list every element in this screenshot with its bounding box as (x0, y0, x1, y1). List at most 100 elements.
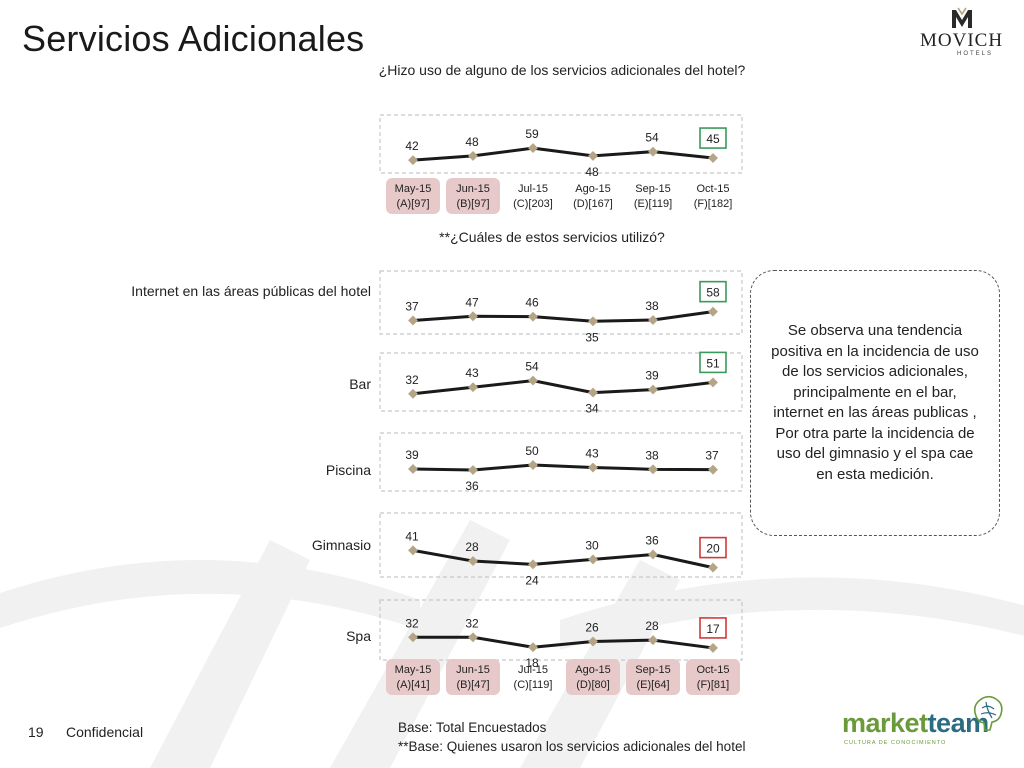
data-point-internet-3 (588, 316, 598, 327)
category-highlight-spa-3 (566, 659, 620, 695)
marketteam-tagline: CULTURA DE CONOCIMIENTO (844, 740, 947, 746)
data-label-piscina-0: 39 (405, 448, 419, 462)
data-point-piscina-0 (408, 464, 418, 474)
data-label-uso-2: 59 (525, 127, 539, 141)
x-tick-label-uso-4: Sep-15 (635, 183, 670, 195)
base-label-spa-3: (D)[80] (576, 679, 610, 691)
base-label-uso-1: (B)[97] (456, 198, 489, 210)
data-point-gimnasio-1 (468, 556, 478, 566)
data-label-spa-0: 32 (405, 616, 419, 630)
chart-panel-uso (379, 114, 743, 174)
data-point-bar-3 (588, 387, 598, 398)
series-line-piscina (412, 463, 714, 472)
data-point-internet-0 (408, 315, 418, 326)
data-label-internet-4: 38 (645, 299, 659, 313)
data-label-internet-5: 58 (706, 286, 720, 300)
base-label-uso-5: (F)[182] (694, 198, 733, 210)
base-label-uso-4: (E)[119] (634, 198, 672, 210)
data-point-spa-1 (468, 632, 478, 643)
data-point-uso-0 (408, 155, 418, 166)
data-point-gimnasio-3 (588, 554, 598, 565)
x-tick-label-spa-1: Jun-15 (456, 664, 490, 676)
data-label-spa-2: 18 (525, 656, 539, 670)
highlight-box-internet (699, 280, 727, 303)
highlight-box-spa (699, 617, 727, 639)
data-point-bar-4 (648, 384, 658, 395)
page-number: 19 (28, 724, 44, 740)
data-label-uso-1: 48 (465, 135, 479, 149)
x-tick-label-spa-4: Sep-15 (635, 664, 670, 676)
category-highlight-spa-0 (386, 659, 440, 695)
x-tick-label-spa-5: Oct-15 (696, 664, 729, 676)
x-tick-label-uso-3: Ago-15 (575, 183, 610, 195)
highlight-box-gimnasio (699, 536, 727, 559)
data-point-spa-4 (648, 635, 658, 646)
data-point-piscina-4 (648, 464, 658, 475)
row-label-piscina: Piscina (325, 462, 371, 478)
chart-panel-spa (379, 599, 743, 661)
data-point-bar-0 (408, 388, 418, 399)
x-tick-label-uso-0: May-15 (395, 183, 432, 195)
category-highlight-spa-1 (446, 659, 500, 695)
data-point-piscina-2 (528, 460, 538, 470)
data-label-piscina-5: 37 (705, 449, 719, 463)
data-point-piscina-3 (588, 462, 598, 473)
data-point-spa-0 (408, 632, 418, 643)
marketteam-wordmark: marketteam (842, 708, 989, 738)
chart-panel-internet (379, 270, 743, 335)
data-label-bar-1: 43 (465, 366, 479, 380)
data-point-gimnasio-2 (528, 559, 538, 570)
logo-subtext: HOTELS (957, 51, 994, 57)
data-label-bar-3: 34 (585, 402, 599, 416)
series-line-bar (412, 379, 714, 396)
data-label-piscina-1: 36 (465, 479, 479, 493)
data-label-uso-4: 54 (645, 131, 659, 145)
data-point-internet-4 (648, 315, 658, 325)
base-label-uso-0: (A)[97] (396, 198, 429, 210)
base-label-spa-1: (B)[47] (456, 679, 489, 691)
movich-m-icon (952, 7, 972, 28)
data-label-piscina-2: 50 (525, 444, 539, 458)
data-label-internet-0: 37 (405, 299, 419, 313)
row-label-bar: Bar (349, 376, 371, 392)
data-label-gimnasio-5: 20 (706, 542, 720, 556)
row-label-gimnasio: Gimnasio (311, 537, 371, 553)
data-label-internet-1: 47 (465, 295, 479, 309)
data-label-gimnasio-3: 30 (585, 538, 599, 552)
data-point-spa-2 (528, 642, 538, 653)
data-point-internet-1 (468, 311, 478, 322)
data-point-bar-2 (528, 375, 538, 386)
data-label-bar-4: 39 (645, 369, 659, 383)
data-point-piscina-1 (468, 465, 478, 475)
data-label-gimnasio-4: 36 (645, 533, 659, 547)
footer: 19 Confidencial (28, 724, 143, 740)
series-line-gimnasio (412, 548, 714, 570)
data-label-bar-0: 32 (405, 373, 419, 387)
data-label-gimnasio-2: 24 (525, 573, 539, 587)
question-cuales: **¿Cuáles de estos servicios utilizó? (439, 229, 665, 245)
data-label-piscina-3: 43 (585, 447, 599, 461)
data-label-gimnasio-1: 28 (465, 540, 479, 554)
observation-text: Se observa una tendencia positiva en la … (771, 322, 979, 483)
category-highlight-uso-1 (446, 178, 500, 214)
data-point-internet-5 (708, 306, 718, 317)
data-label-bar-5: 51 (706, 356, 720, 370)
data-label-spa-3: 26 (585, 621, 599, 635)
question-uso: ¿Hizo uso de alguno de los servicios adi… (378, 62, 746, 78)
chart-panel-piscina (379, 432, 743, 492)
data-point-internet-2 (528, 311, 538, 322)
data-label-piscina-4: 38 (645, 448, 659, 462)
movich-logo: MOVICH HOTELS (912, 6, 1012, 60)
data-label-spa-5: 17 (706, 622, 720, 636)
category-highlight-spa-5 (686, 659, 740, 695)
x-tick-label-uso-5: Oct-15 (696, 183, 729, 195)
base-label-spa-5: (F)[81] (697, 679, 729, 691)
observation-note: Se observa una tendencia positiva en la … (750, 270, 1000, 536)
base-line-1: Base: Total Encuestados (398, 720, 547, 735)
x-tick-label-spa-2: Jul-15 (518, 664, 548, 676)
data-point-uso-4 (648, 146, 658, 157)
base-label-uso-3: (D)[167] (573, 198, 613, 210)
base-line-2: **Base: Quienes usaron los servicios adi… (398, 739, 746, 754)
base-label-spa-2: (C)[119] (514, 679, 553, 691)
data-point-bar-1 (468, 382, 478, 393)
